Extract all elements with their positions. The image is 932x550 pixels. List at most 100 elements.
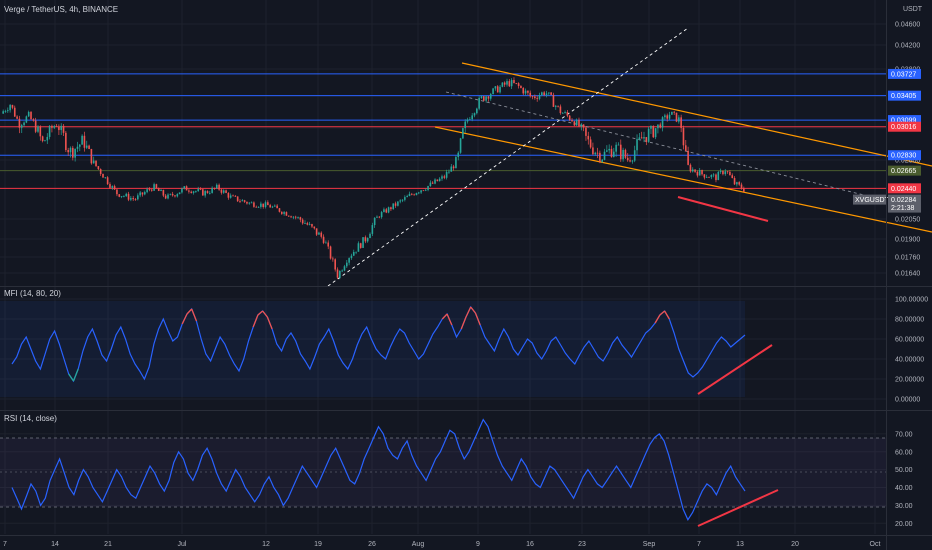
candle-body (596, 152, 599, 154)
candle-body (299, 217, 302, 220)
candle-body (85, 145, 88, 148)
candle-body (229, 195, 232, 198)
candle-body (62, 125, 65, 133)
rsi-pane[interactable]: 20.00 30.00 40.00 50.00 60.00 70.00 RSI (14, … (0, 414, 913, 528)
candle-body (32, 119, 35, 121)
candle-body (72, 147, 74, 158)
candle-body (694, 169, 696, 172)
candle-body (445, 172, 448, 178)
candle-body (153, 184, 155, 191)
candle-body (78, 144, 81, 147)
candle-body (274, 205, 276, 207)
candle-body (503, 82, 506, 85)
level-price-tag-label: 0.03016 (891, 124, 916, 131)
candle-body (178, 192, 181, 195)
candle-body (652, 125, 655, 138)
candle-body (452, 166, 455, 169)
candle-body (16, 116, 18, 119)
candle-body (599, 152, 601, 162)
candle-body (587, 135, 590, 140)
candle-body (506, 81, 508, 85)
candle-body (280, 211, 283, 214)
candle-body (345, 262, 348, 267)
rsi-axis[interactable]: 20.00 30.00 40.00 50.00 60.00 70.00 (895, 431, 913, 527)
overbought-segment (441, 313, 448, 320)
rsi-tick-label: 50.00 (895, 467, 913, 474)
price-tick-label: 0.01900 (895, 237, 920, 244)
candle-body (691, 169, 694, 172)
candle-body (534, 96, 536, 99)
dashed-mid-line (445, 91, 881, 200)
mfi-axis[interactable]: 0.00000 20.00000 40.00000 60.00000 80.00000 1… (895, 297, 928, 404)
candle-body (715, 174, 717, 181)
candle-body (462, 128, 464, 139)
price-tick-label: 0.01640 (895, 271, 920, 278)
candle-body (464, 121, 467, 129)
candle-body (294, 216, 297, 218)
candle-body (541, 92, 543, 96)
candle-body (157, 188, 160, 192)
candle-body (364, 237, 367, 242)
candle-body (601, 159, 604, 162)
candle-body (320, 232, 323, 237)
candle-body (269, 205, 271, 208)
candle-body (267, 202, 269, 206)
candle-body (417, 192, 420, 194)
candle-body (413, 194, 415, 196)
candle-body (102, 173, 104, 178)
candle-body (327, 242, 330, 247)
candle-body (429, 182, 432, 186)
time-tick-label: Aug (412, 541, 425, 548)
candle-body (629, 160, 631, 162)
symbol-tag (853, 194, 887, 205)
candle-body (478, 97, 480, 109)
candles (2, 77, 745, 280)
candle-body (90, 148, 93, 164)
time-tick-label: 7 (3, 541, 7, 548)
candle-body (517, 83, 520, 86)
candle-body (236, 196, 239, 202)
candle-body (350, 255, 353, 259)
candle-body (48, 125, 51, 137)
candle-body (376, 216, 378, 218)
candle-body (680, 117, 682, 128)
candle-body (83, 135, 86, 148)
candle-body (529, 92, 532, 97)
overbought-segment (262, 310, 268, 318)
candle-body (613, 151, 615, 157)
candle-body (123, 196, 125, 197)
mfi-pane[interactable]: 0.00000 20.00000 40.00000 60.00000 80.00000 1… (0, 289, 928, 404)
candle-body (736, 182, 738, 185)
candle-body (443, 176, 446, 178)
mfi-title: MFI (14, 80, 20) (4, 289, 61, 298)
candle-body (640, 137, 643, 139)
candle-body (99, 169, 102, 174)
channel-top-line (461, 62, 932, 167)
level-price-tag (888, 121, 921, 132)
candle-body (339, 271, 341, 278)
candle-body (118, 194, 121, 197)
candle-body (647, 128, 650, 142)
candle-body (568, 115, 571, 120)
candle-body (46, 136, 49, 141)
time-axis[interactable]: 7 14 21 Jul 12 19 26 Aug 9 16 23 Sep 7 13 20 Oct (0, 535, 932, 549)
candle-body (120, 196, 123, 197)
candle-body (559, 106, 562, 114)
candle-body (487, 96, 490, 99)
candle-body (457, 152, 460, 158)
candle-body (125, 193, 128, 197)
candle-body (332, 258, 334, 260)
candle-body (222, 190, 225, 193)
candle-body (306, 223, 309, 225)
candle-body (476, 108, 478, 114)
price-pane[interactable]: 0.046000.042000.038000.034000.030000.028… (0, 5, 932, 287)
candle-body (167, 194, 169, 199)
candle-body (97, 166, 100, 170)
level-price-tag-label: 0.02830 (891, 153, 916, 160)
candle-body (724, 171, 727, 175)
candle-body (671, 111, 673, 115)
candle-body (499, 86, 501, 93)
candle-body (701, 170, 703, 175)
